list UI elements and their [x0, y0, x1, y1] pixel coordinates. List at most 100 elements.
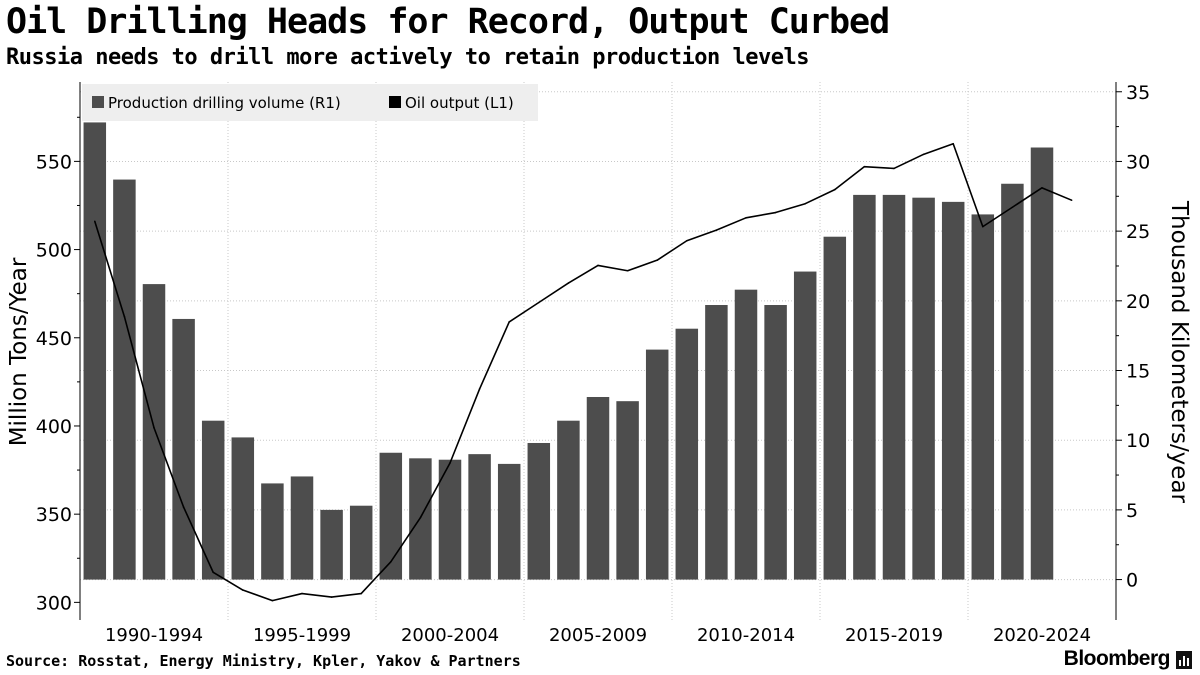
x-tick-label: 2000-2004 — [401, 625, 499, 646]
point-oil-output-1991 — [123, 315, 126, 318]
bar-drilling-1997 — [290, 476, 314, 580]
legend: Production drilling volume (R1) Oil outpu… — [82, 84, 538, 121]
point-oil-output-2005 — [538, 301, 540, 304]
bloomberg-chart-icon — [1176, 651, 1192, 669]
bar-series — [83, 122, 1054, 580]
point-oil-output-2014 — [804, 202, 806, 205]
right-tick-label: 15 — [1126, 361, 1150, 383]
chart-title: Oil Drilling Heads for Record, Output Cu… — [6, 2, 890, 42]
point-oil-output-2020 — [982, 225, 984, 228]
legend-background — [82, 84, 538, 121]
bar-drilling-2011 — [705, 305, 728, 580]
bar-drilling-2017 — [882, 194, 906, 580]
bar-drilling-2009 — [645, 349, 669, 580]
point-oil-output-2004 — [508, 321, 511, 323]
left-tick-label: 350 — [36, 504, 72, 526]
right-tick-label: 10 — [1126, 430, 1150, 452]
point-oil-output-1993 — [182, 506, 185, 508]
bar-drilling-1994 — [201, 420, 225, 580]
bar-drilling-2015 — [823, 236, 847, 580]
point-oil-output-2002 — [449, 462, 451, 464]
point-oil-output-2006 — [567, 282, 570, 284]
point-oil-output-2021 — [1011, 206, 1014, 209]
source-note: Source: Rosstat, Energy Ministry, Kpler,… — [6, 652, 521, 670]
bar-drilling-2006 — [557, 420, 580, 580]
bar-drilling-2002 — [438, 459, 462, 580]
x-tick-label: 1995-1999 — [253, 625, 351, 646]
point-oil-output-2018 — [922, 153, 925, 156]
point-oil-output-1997 — [301, 592, 303, 595]
left-tick-label: 550 — [36, 151, 72, 173]
bar-drilling-2007 — [586, 396, 610, 580]
bar-drilling-1992 — [142, 284, 166, 580]
point-oil-output-2019 — [952, 142, 954, 145]
x-tick-label: 2015-2019 — [845, 625, 943, 646]
bar-drilling-2010 — [675, 328, 699, 580]
bar-drilling-2014 — [793, 271, 817, 580]
point-oil-output-2016 — [863, 165, 866, 168]
bar-drilling-2012 — [734, 289, 758, 580]
point-oil-output-2022 — [1041, 187, 1043, 189]
legend-swatch-oil-output — [389, 96, 401, 108]
left-axis-title: Million Tons/Year — [6, 257, 32, 446]
point-oil-output-2012 — [745, 217, 747, 219]
point-oil-output-1994 — [212, 571, 214, 574]
bar-drilling-2021 — [1001, 183, 1024, 580]
bar-drilling-2003 — [468, 454, 491, 580]
right-tick-label: 20 — [1126, 291, 1150, 313]
x-tick-label: 2005-2009 — [549, 625, 647, 646]
bloomberg-logo: Bloomberg — [1063, 647, 1171, 670]
bar-drilling-2000 — [379, 452, 403, 580]
chart-subtitle: Russia needs to drill more actively to r… — [6, 45, 809, 70]
point-oil-output-2009 — [656, 259, 658, 261]
bar-drilling-2019 — [941, 201, 965, 580]
legend-swatch-drilling — [92, 96, 104, 108]
line-oil-output — [94, 142, 1072, 602]
point-oil-output-2000 — [390, 560, 392, 563]
point-oil-output-2013 — [774, 211, 777, 214]
bar-drilling-2008 — [616, 401, 639, 580]
bar-drilling-2018 — [912, 197, 935, 580]
point-oil-output-2010 — [686, 239, 688, 242]
point-oil-output-2008 — [626, 269, 629, 272]
right-tick-label: 30 — [1126, 151, 1150, 173]
point-oil-output-1992 — [153, 426, 155, 429]
point-oil-output-2015 — [834, 188, 836, 191]
left-tick-label: 300 — [36, 592, 72, 614]
point-oil-output-1999 — [360, 592, 363, 595]
x-tick-label: 2010-2014 — [697, 625, 795, 646]
bar-drilling-1995 — [231, 437, 255, 580]
bar-drilling-1991 — [113, 179, 136, 580]
right-tick-label: 35 — [1126, 82, 1150, 104]
bar-drilling-2004 — [497, 463, 521, 580]
point-oil-output-2007 — [597, 264, 599, 267]
point-oil-output-2017 — [893, 167, 895, 170]
bar-drilling-1999 — [349, 505, 373, 580]
right-axis-title: Thousand Kilometers/year — [1166, 200, 1192, 504]
bar-drilling-2022 — [1030, 147, 1054, 580]
bar-drilling-1990 — [83, 122, 107, 580]
bar-drilling-2020 — [971, 214, 995, 580]
legend-label-oil-output: Oil output (L1) — [405, 94, 514, 112]
bar-drilling-1998 — [320, 509, 343, 580]
bar-drilling-1996 — [261, 483, 284, 580]
point-oil-output-2023 — [1070, 199, 1073, 201]
bar-drilling-2016 — [853, 194, 876, 580]
point-oil-output-2001 — [419, 516, 422, 519]
legend-label-drilling: Production drilling volume (R1) — [108, 94, 341, 112]
bar-drilling-2005 — [527, 442, 551, 580]
point-oil-output-1996 — [271, 599, 274, 602]
point-oil-output-1990 — [94, 220, 96, 223]
left-tick-label: 450 — [36, 328, 72, 350]
point-oil-output-2011 — [715, 229, 718, 231]
right-tick-label: 5 — [1126, 500, 1138, 522]
point-oil-output-2003 — [478, 388, 481, 390]
axes: 300 350 400 450 500 550 0 5 10 15 20 25 30 35 1990-199… — [6, 82, 1192, 646]
x-tick-label: 2020-2024 — [993, 625, 1091, 646]
line-series — [94, 142, 1073, 602]
left-tick-label: 500 — [36, 240, 72, 262]
point-oil-output-1998 — [330, 596, 333, 598]
right-tick-label: 25 — [1126, 221, 1150, 243]
bar-drilling-1993 — [172, 318, 195, 580]
